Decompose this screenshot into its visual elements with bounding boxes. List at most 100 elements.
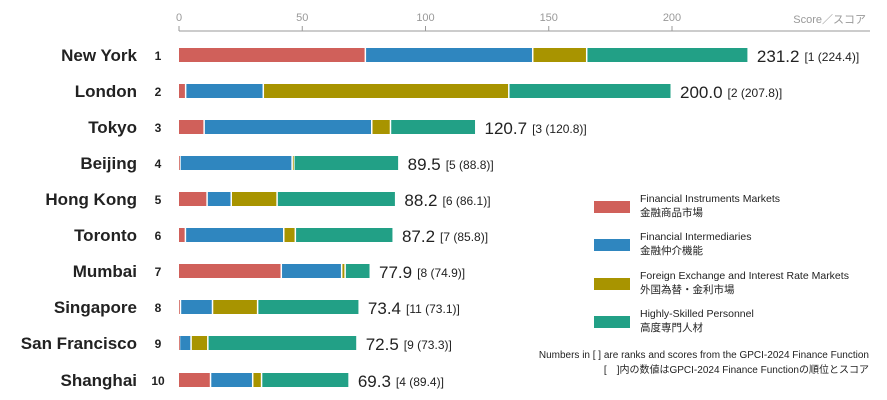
total-score: 120.7	[485, 119, 528, 138]
previous-rank-score: [6 (86.1)]	[443, 194, 491, 208]
bar-segment-4	[258, 300, 359, 314]
legend-label-ja: 高度専門人材	[640, 321, 703, 334]
previous-rank-score: [3 (120.8)]	[532, 122, 587, 136]
city-label: San Francisco	[21, 334, 137, 353]
total-score: 89.5	[408, 155, 441, 174]
total-score: 88.2	[404, 191, 437, 210]
x-tick-label: 100	[416, 12, 434, 24]
bar-segment-1	[179, 48, 365, 62]
legend-label-ja: 金融商品市場	[640, 206, 703, 219]
bar-segment-1	[179, 156, 180, 170]
bar-segment-3	[264, 84, 509, 98]
bar-segment-4	[208, 336, 357, 350]
bar-segment-3	[372, 120, 390, 134]
city-label: New York	[61, 46, 137, 65]
bar-segment-4	[262, 373, 349, 387]
bar-segment-4	[294, 156, 399, 170]
bar-segment-2	[207, 192, 231, 206]
previous-rank-score: [7 (85.8)]	[440, 230, 488, 244]
bar-segment-3	[533, 48, 586, 62]
total-score: 200.0	[680, 83, 723, 102]
x-tick-label: 50	[296, 12, 308, 24]
axis-label: Score／スコア	[793, 13, 866, 26]
bar-segment-1	[179, 336, 180, 350]
legend-swatch	[594, 316, 630, 328]
bar-segment-1	[179, 300, 180, 314]
bar-segment-3	[284, 228, 295, 242]
rank-label: 8	[155, 301, 162, 315]
bar-segment-1	[179, 228, 185, 242]
previous-rank-score: [11 (73.1)]	[406, 302, 460, 316]
bar-segment-1	[179, 192, 207, 206]
previous-rank-score: [4 (89.4)]	[396, 375, 444, 389]
legend-swatch	[594, 239, 630, 251]
bar-segment-4	[587, 48, 748, 62]
bar-segment-4	[345, 264, 370, 278]
total-score: 73.4	[368, 299, 401, 318]
bar-segment-2	[204, 120, 372, 134]
bar-segment-2	[282, 264, 341, 278]
rank-label: 9	[155, 337, 162, 351]
previous-rank-score: [8 (74.9)]	[417, 266, 465, 280]
rank-label: 10	[151, 374, 165, 388]
legend-label: Foreign Exchange and Interest Rate Marke…	[640, 270, 849, 282]
bar-segment-2	[186, 228, 284, 242]
rank-label: 3	[155, 121, 162, 135]
rank-label: 2	[155, 85, 162, 99]
bar-segment-1	[179, 84, 185, 98]
total-score: 77.9	[379, 263, 412, 282]
legend-label-ja: 金融仲介機能	[640, 244, 703, 257]
bar-segment-4	[296, 228, 393, 242]
legend-label: Financial Intermediaries	[640, 231, 751, 243]
bar-segment-2	[180, 336, 191, 350]
legend-swatch	[594, 201, 630, 213]
footnote-ja: [ ]内の数値はGPCI-2024 Finance Functionの順位とスコ…	[604, 363, 869, 376]
bar-segment-2	[180, 156, 292, 170]
total-score: 72.5	[366, 335, 399, 354]
previous-rank-score: [5 (88.8)]	[446, 158, 494, 172]
bar-segment-3	[213, 300, 257, 314]
legend-swatch	[594, 278, 630, 290]
bar-segment-1	[179, 373, 210, 387]
x-tick-label: 150	[540, 12, 558, 24]
legend-label: Financial Instruments Markets	[640, 193, 780, 205]
city-label: London	[75, 82, 137, 101]
city-label: Tokyo	[88, 118, 137, 137]
previous-rank-score: [2 (207.8)]	[728, 86, 783, 100]
bar-segment-3	[253, 373, 261, 387]
x-tick-label: 200	[663, 12, 681, 24]
bar-segment-4	[509, 84, 671, 98]
bar-segment-4	[277, 192, 395, 206]
rank-label: 6	[155, 229, 162, 243]
city-label: Hong Kong	[45, 190, 137, 209]
rank-label: 4	[155, 157, 162, 171]
rank-label: 1	[155, 49, 162, 63]
city-label: Toronto	[74, 226, 137, 245]
city-label: Mumbai	[73, 262, 137, 281]
bar-segment-3	[342, 264, 345, 278]
bar-segment-1	[179, 264, 281, 278]
bar-segment-3	[191, 336, 208, 350]
city-label: Singapore	[54, 298, 137, 317]
bar-segment-4	[391, 120, 476, 134]
previous-rank-score: [1 (224.4)]	[804, 50, 859, 64]
bar-segment-3	[292, 156, 294, 170]
rank-label: 7	[155, 265, 162, 279]
bar-segment-2	[186, 84, 263, 98]
rank-label: 5	[155, 193, 162, 207]
bar-segment-1	[179, 120, 204, 134]
legend-label-ja: 外国為替・金利市場	[640, 283, 735, 296]
total-score: 87.2	[402, 227, 435, 246]
total-score: 231.2	[757, 47, 800, 66]
total-score: 69.3	[358, 372, 391, 391]
previous-rank-score: [9 (73.3)]	[404, 338, 452, 352]
bar-segment-2	[211, 373, 252, 387]
city-label: Shanghai	[60, 371, 137, 390]
footnote-en: Numbers in [ ] are ranks and scores from…	[539, 350, 869, 361]
bar-segment-2	[181, 300, 212, 314]
x-tick-label: 0	[176, 12, 182, 24]
city-label: Beijing	[80, 154, 137, 173]
legend-label: Highly-Skilled Personnel	[640, 308, 754, 320]
